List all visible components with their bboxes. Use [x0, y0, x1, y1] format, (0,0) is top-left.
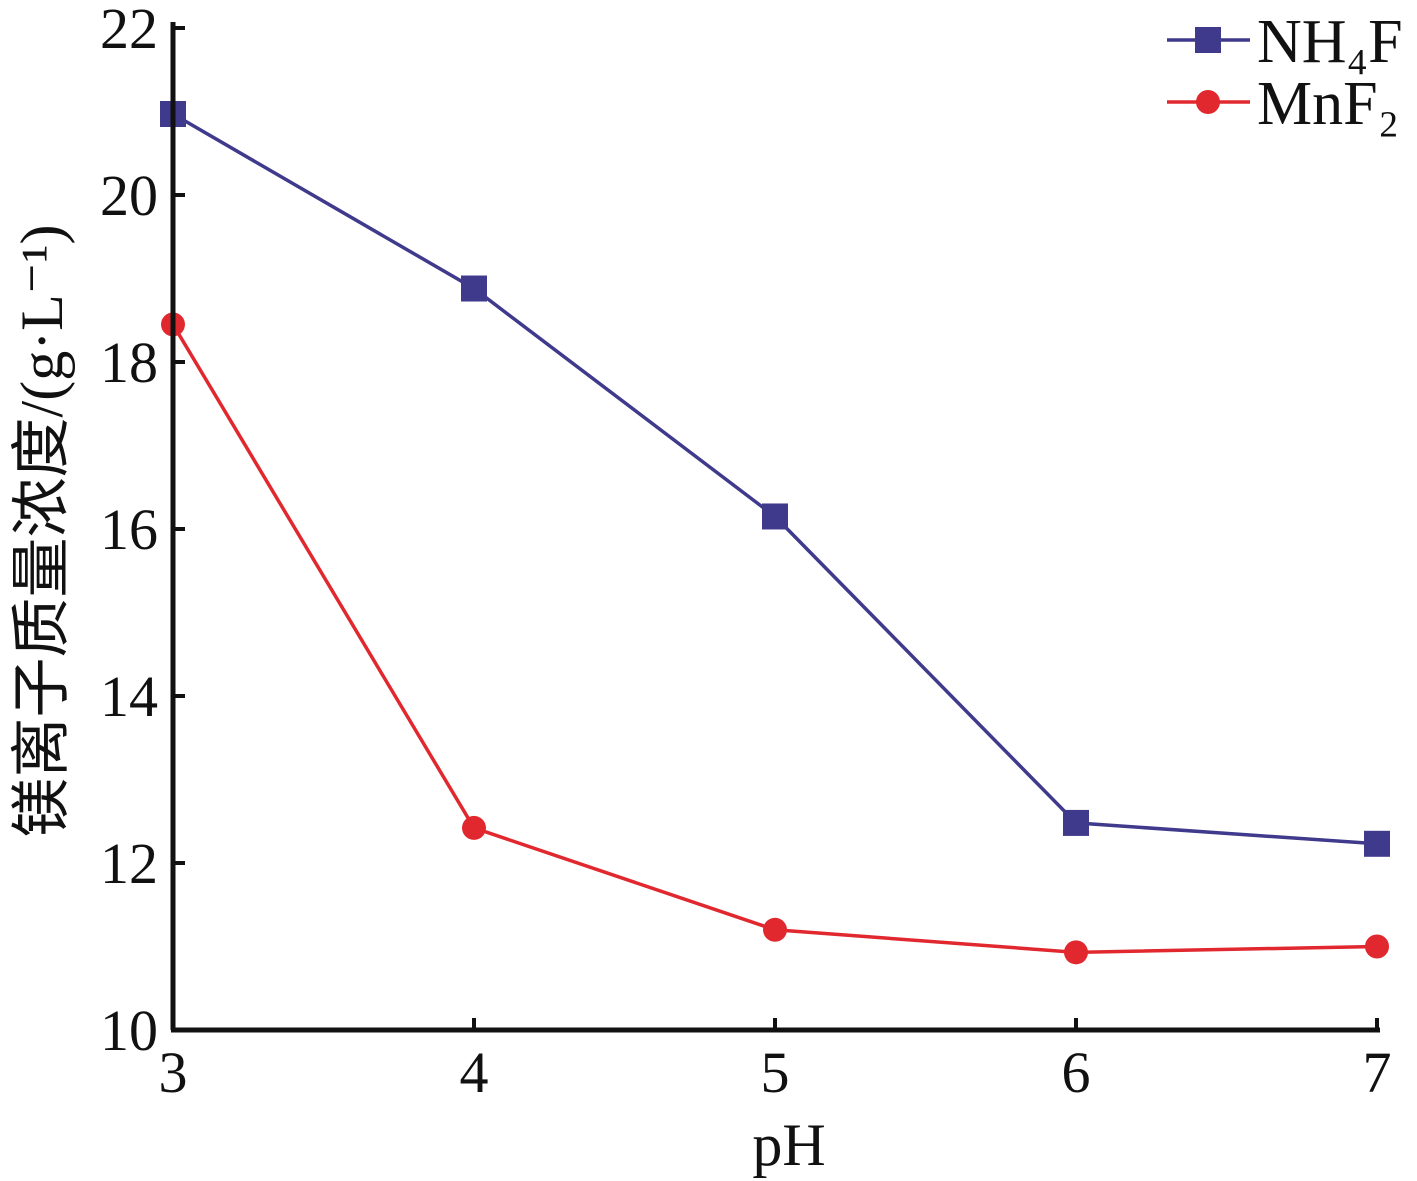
x-axis-label: pH: [752, 1112, 825, 1178]
x-tick-label: 4: [460, 1040, 489, 1105]
x-tick-label: 3: [159, 1040, 188, 1105]
legend-label: MnF₂: [1257, 70, 1399, 138]
x-tick-label: 5: [761, 1040, 790, 1105]
series-layer: [160, 101, 1390, 965]
data-point: [462, 815, 486, 840]
y-tick-label: 22: [100, 0, 158, 61]
y-tick-label: 16: [100, 497, 158, 562]
y-tick-label: 14: [100, 664, 158, 729]
legend-marker: [1196, 90, 1220, 114]
y-axis-label: 镁离子质量浓度/(g·L⁻¹): [9, 225, 75, 838]
y-tick-label: 20: [100, 163, 158, 228]
x-tick-label: 6: [1062, 1040, 1091, 1105]
data-point: [1364, 830, 1390, 857]
y-tick-label: 12: [100, 831, 158, 896]
data-point: [1365, 934, 1389, 959]
data-point: [461, 275, 487, 302]
legend-label: NH₄F: [1257, 8, 1403, 76]
y-tick-label: 10: [100, 998, 158, 1063]
data-point: [762, 503, 788, 530]
data-point: [763, 917, 787, 942]
y-tick-label: 18: [100, 330, 158, 395]
data-point: [1064, 940, 1088, 965]
series-line: [171, 323, 1378, 955]
series-line: [172, 112, 1378, 846]
legend-marker: [1195, 27, 1221, 53]
ticks-layer: 10 12 14 16 18 20 22 3 4 5 6 7: [100, 0, 1392, 1105]
series-nh4f: [160, 101, 1390, 857]
data-point: [1063, 809, 1089, 836]
x-tick-label: 7: [1363, 1040, 1392, 1105]
series-mnf2: [161, 312, 1389, 965]
